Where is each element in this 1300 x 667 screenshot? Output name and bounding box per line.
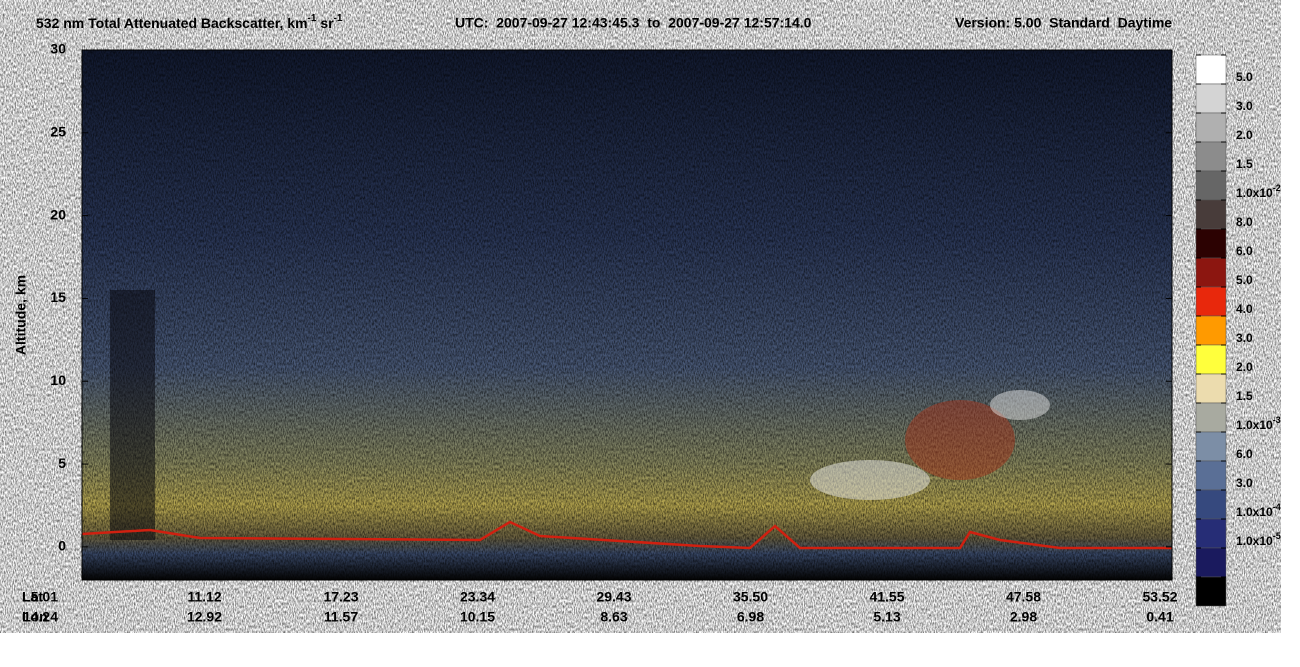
- colorbar-label: 1.0x10-4: [1236, 502, 1281, 519]
- title-superscript: -1: [334, 13, 343, 24]
- colorbar-label-base: 1.0x10: [1236, 418, 1273, 432]
- x-tick-label: 8.63: [600, 609, 627, 625]
- colorbar-swatch: [1195, 431, 1227, 462]
- colorbar-label: 2.0: [1236, 360, 1253, 374]
- colorbar-label-exp: -3: [1273, 415, 1281, 425]
- x-tick-label: 23.34: [460, 589, 495, 605]
- colorbar-swatch: [1195, 315, 1227, 346]
- colorbar-label-base: 1.0x10: [1236, 505, 1273, 519]
- colorbar-swatch: [1195, 402, 1227, 433]
- colorbar-label: 1.0x10-5: [1236, 531, 1281, 548]
- colorbar-label: 1.0x10-3: [1236, 415, 1281, 432]
- x-tick-label: 0.41: [1146, 609, 1173, 625]
- colorbar-label: 3.0: [1236, 476, 1253, 490]
- x-tick-label: 11.57: [324, 609, 358, 625]
- plot-area: Altitude, km: [13, 49, 1173, 581]
- x-row-name: Lat: [22, 589, 43, 605]
- colorbar-swatch: [1195, 141, 1227, 172]
- plot-frame: [81, 49, 1173, 581]
- colorbar-label: 4.0: [1236, 302, 1253, 316]
- colorbar-swatch: [1195, 112, 1227, 143]
- x-tick-label: 6.98: [737, 609, 764, 625]
- colorbar-label: 6.0: [1236, 244, 1253, 258]
- colorbar-label: 1.5: [1236, 389, 1253, 403]
- colorbar-swatch: [1195, 228, 1227, 259]
- x-tick-label: 11.12: [187, 589, 221, 605]
- y-tick-label: 0: [58, 538, 66, 554]
- colorbar-swatch: [1195, 199, 1227, 230]
- y-axis-label: Altitude, km: [13, 275, 29, 355]
- chart-title: 532 nm Total Attenuated Backscatter, km-…: [36, 13, 343, 31]
- x-tick-label: 14.24: [23, 609, 58, 625]
- colorbar-swatch: [1195, 286, 1227, 317]
- y-tick-label: 10: [50, 372, 66, 388]
- x-tick-label: 29.43: [596, 589, 631, 605]
- colorbar-label: 1.5: [1236, 157, 1253, 171]
- title-text: 532 nm Total Attenuated Backscatter, km: [36, 15, 308, 31]
- y-tick-label: 20: [50, 206, 66, 222]
- colorbar-label: 8.0: [1236, 215, 1253, 229]
- colorbar-label: 2.0: [1236, 128, 1253, 142]
- colorbar-swatch: [1195, 83, 1227, 114]
- cloud-shadow: [110, 290, 155, 540]
- x-tick-label: 2.98: [1010, 609, 1037, 625]
- x-tick-label: 17.23: [323, 589, 358, 605]
- surface-line: [81, 520, 1172, 550]
- colorbar-label: 1.0x10-2: [1236, 183, 1281, 200]
- y-tick-label: 30: [50, 41, 66, 57]
- colorbar: 5.03.02.01.51.0x10-28.06.05.04.03.02.01.…: [1195, 54, 1281, 607]
- colorbar-swatch: [1195, 344, 1227, 375]
- colorbar-label: 3.0: [1236, 99, 1253, 113]
- x-row-name: Lon: [22, 609, 48, 625]
- x-tick-label: 53.52: [1142, 589, 1177, 605]
- y-tick-label: 5: [58, 455, 66, 471]
- colorbar-label-exp: -4: [1273, 502, 1281, 512]
- colorbar-label: 3.0: [1236, 331, 1253, 345]
- colorbar-swatch: [1195, 576, 1227, 607]
- colorbar-label-base: 1.0x10: [1236, 186, 1273, 200]
- colorbar-label: 5.0: [1236, 70, 1253, 84]
- cloud: [905, 400, 1015, 480]
- colorbar-label: 5.0: [1236, 273, 1253, 287]
- x-tick-label: 12.92: [187, 609, 222, 625]
- cloud: [810, 460, 930, 500]
- x-tick-label: 35.50: [733, 589, 768, 605]
- x-tick-label: 5.01: [31, 589, 58, 605]
- colorbar-swatch: [1195, 170, 1227, 201]
- x-tick-label: 41.55: [869, 589, 904, 605]
- colorbar-swatch: [1195, 518, 1227, 549]
- x-tick-label: 5.13: [873, 609, 900, 625]
- colorbar-swatch: [1195, 460, 1227, 491]
- colorbar-swatch: [1195, 489, 1227, 520]
- cloud: [990, 390, 1050, 420]
- colorbar-label-exp: -2: [1273, 183, 1281, 193]
- colorbar-swatch: [1195, 54, 1227, 85]
- colorbar-swatch: [1195, 373, 1227, 404]
- colorbar-swatch: [1195, 257, 1227, 288]
- version: Version: 5.00 Standard Daytime: [955, 15, 1172, 31]
- colorbar-label-base: 1.0x10: [1236, 534, 1273, 548]
- colorbar-label-exp: -5: [1273, 531, 1281, 541]
- colorbar-label: 6.0: [1236, 447, 1253, 461]
- y-tick-label: 15: [50, 289, 66, 305]
- colorbar-swatch: [1195, 547, 1227, 578]
- y-tick-label: 25: [50, 124, 66, 140]
- title-text: sr: [316, 15, 334, 31]
- x-tick-label: 10.15: [460, 609, 495, 625]
- title-superscript: -1: [308, 13, 317, 24]
- x-tick-label: 47.58: [1006, 589, 1041, 605]
- utc: UTC: 2007-09-27 12:43:45.3 to 2007-09-27…: [455, 15, 812, 31]
- noise-texture: [82, 50, 1172, 580]
- title: 532 nm Total Attenuated Backscatter, km-…: [36, 13, 1172, 31]
